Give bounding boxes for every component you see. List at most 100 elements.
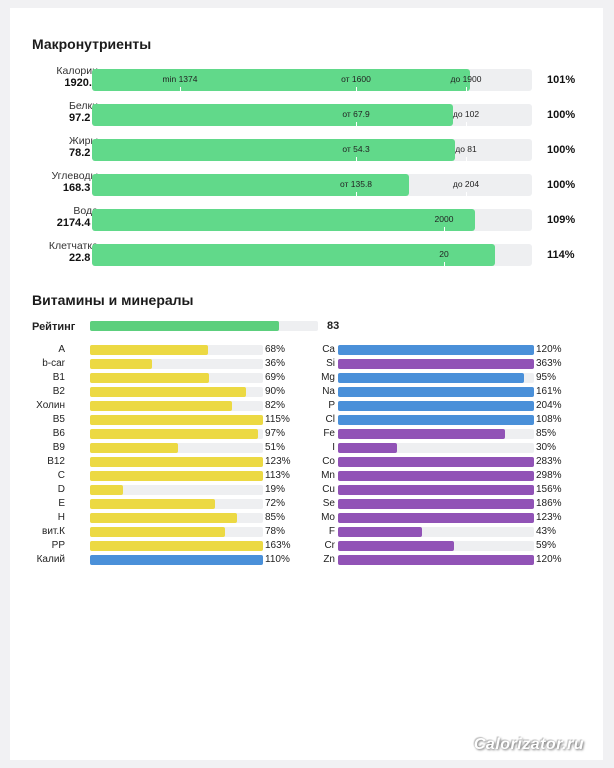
- mineral-bar-fill: [338, 541, 454, 551]
- mineral-name: Ca: [322, 344, 335, 355]
- mineral-percent: 120%: [536, 344, 562, 355]
- macro-name: Вода: [73, 205, 98, 217]
- mineral-percent: 186%: [536, 498, 562, 509]
- macro-tick-label: от 54.3: [342, 144, 370, 154]
- macro-tick-mark: [356, 122, 357, 126]
- macro-percent: 100%: [547, 144, 576, 156]
- macro-bar-track: 20: [92, 244, 532, 266]
- mineral-bar-track: [338, 555, 534, 565]
- mineral-percent: 204%: [536, 400, 562, 411]
- mineral-name: Se: [322, 498, 335, 509]
- vitamin-name: H: [57, 512, 65, 523]
- mineral-bar-fill: [338, 499, 534, 509]
- macro-tick-mark: [356, 192, 357, 196]
- mineral-percent: 120%: [536, 554, 562, 565]
- vitamin-bar-track: [90, 415, 263, 425]
- mineral-percent: 108%: [536, 414, 562, 425]
- macro-value: 22.8 г: [68, 252, 98, 264]
- vitamin-bar-fill: [90, 471, 263, 481]
- mineral-percent: 85%: [536, 428, 557, 439]
- vitamin-bar-track: [90, 555, 263, 565]
- mineral-name: Co: [322, 456, 335, 467]
- vitamin-bar-fill: [90, 457, 263, 467]
- vitamin-bar-fill: [90, 345, 208, 355]
- mineral-name: Cr: [324, 540, 335, 551]
- macro-percent: 100%: [547, 109, 576, 121]
- mineral-bar-track: [338, 373, 534, 383]
- mineral-bar-track: [338, 443, 534, 453]
- mineral-bar-fill: [338, 387, 534, 397]
- vitamin-bar-track: [90, 443, 263, 453]
- vitamin-bar-fill: [90, 373, 210, 383]
- vitamin-bar-track: [90, 527, 263, 537]
- vitamin-bar-track: [90, 541, 263, 551]
- macro-tick-label: 20: [439, 249, 449, 259]
- macro-name: Белки: [69, 100, 98, 112]
- macro-bar-fill: [92, 139, 455, 161]
- vitamin-percent: 163%: [265, 540, 291, 551]
- macro-tick-label: 2000: [434, 214, 454, 224]
- mineral-percent: 363%: [536, 358, 562, 369]
- vitamin-name: B9: [52, 442, 65, 453]
- macro-tick-label: от 67.9: [342, 109, 370, 119]
- macro-value: 97.2 г: [68, 112, 98, 124]
- vitamin-name: B12: [47, 456, 65, 467]
- mineral-bar-fill: [338, 415, 534, 425]
- macro-value: 2174.4 г: [56, 217, 98, 229]
- mineral-name: Fe: [323, 428, 335, 439]
- vitamin-name: D: [57, 484, 65, 495]
- vitamin-bar-track: [90, 359, 263, 369]
- watermark-logo: Calorizator.ru: [473, 736, 584, 753]
- macro-tick-mark: [356, 87, 357, 91]
- macro-name: Клетчатка: [48, 240, 98, 252]
- vitamin-bar-fill: [90, 359, 153, 369]
- mineral-name: Si: [326, 358, 335, 369]
- mineral-name: F: [328, 526, 335, 537]
- vitamin-name: PP: [51, 540, 65, 551]
- mineral-bar-fill: [338, 359, 534, 369]
- vitamin-bar-track: [90, 429, 263, 439]
- macro-tick-mark: [356, 157, 357, 161]
- vitamin-bar-track: [90, 387, 263, 397]
- vitamin-bar-track: [90, 471, 263, 481]
- macro-bar-fill: [92, 244, 495, 266]
- vitamin-percent: 97%: [265, 428, 286, 439]
- macro-tick-mark: [466, 157, 467, 161]
- mineral-name: Mn: [321, 470, 335, 481]
- macro-tick-mark: [466, 192, 467, 196]
- mineral-bar-track: [338, 485, 534, 495]
- macro-percent: 114%: [547, 249, 575, 261]
- macro-tick-label: от 1600: [341, 74, 371, 84]
- mineral-bar-fill: [338, 555, 534, 565]
- mineral-bar-track: [338, 429, 534, 439]
- macro-row: Белки 97.2 г от 67.9 до 102 100%: [10, 99, 603, 129]
- vitamin-name: B6: [52, 428, 65, 439]
- mineral-name: Cu: [322, 484, 335, 495]
- mineral-bar-track: [338, 345, 534, 355]
- macro-bar-track: от 67.9 до 102: [92, 104, 532, 126]
- vitamin-percent: 82%: [265, 400, 286, 411]
- mineral-bar-track: [338, 541, 534, 551]
- vitamin-name: A: [58, 344, 65, 355]
- macro-tick-label: до 204: [452, 179, 480, 189]
- vitamin-bar-fill: [90, 415, 263, 425]
- mineral-name: Mg: [321, 372, 335, 383]
- macro-bar-fill: [92, 174, 409, 196]
- macro-tick-label: min 1374: [162, 74, 198, 84]
- rating-value: 83: [327, 320, 340, 332]
- mineral-name: Na: [322, 386, 335, 397]
- vitamin-name: B2: [52, 386, 65, 397]
- vitamin-percent: 90%: [265, 386, 286, 397]
- macro-value: 78.2 г: [68, 147, 98, 159]
- vitamin-percent: 68%: [265, 344, 286, 355]
- rating-label: Рейтинг: [32, 321, 76, 333]
- vitamins-minerals-title: Витамины и минералы: [32, 292, 194, 308]
- mineral-bar-fill: [338, 345, 534, 355]
- macro-bar-fill: [92, 69, 471, 91]
- macro-tick-mark: [444, 227, 445, 231]
- mineral-percent: 43%: [536, 526, 557, 537]
- macro-tick-mark: [466, 122, 467, 126]
- mineral-name: Cl: [325, 414, 335, 425]
- macro-name: Жиры: [69, 135, 98, 147]
- mineral-bar-track: [338, 471, 534, 481]
